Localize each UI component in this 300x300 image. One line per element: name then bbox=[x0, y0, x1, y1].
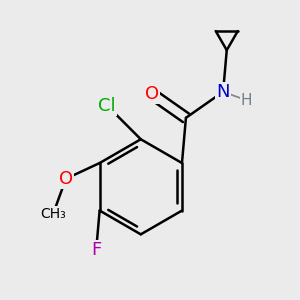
Text: Cl: Cl bbox=[98, 97, 116, 115]
Text: H: H bbox=[241, 93, 252, 108]
Text: O: O bbox=[145, 85, 159, 103]
Text: O: O bbox=[59, 170, 73, 188]
Text: F: F bbox=[91, 242, 101, 260]
Text: N: N bbox=[216, 83, 230, 101]
Text: CH₃: CH₃ bbox=[40, 207, 66, 221]
